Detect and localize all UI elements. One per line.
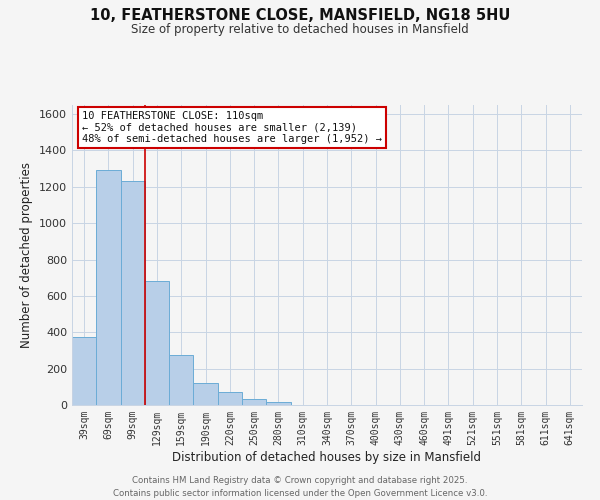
Bar: [145, 282, 169, 405]
Bar: [242, 398, 266, 405]
Y-axis label: Number of detached properties: Number of detached properties: [20, 162, 34, 348]
Bar: [96, 170, 121, 405]
Text: 10 FEATHERSTONE CLOSE: 110sqm
← 52% of detached houses are smaller (2,139)
48% o: 10 FEATHERSTONE CLOSE: 110sqm ← 52% of d…: [82, 111, 382, 144]
X-axis label: Distribution of detached houses by size in Mansfield: Distribution of detached houses by size …: [173, 450, 482, 464]
Bar: [218, 392, 242, 405]
Text: Size of property relative to detached houses in Mansfield: Size of property relative to detached ho…: [131, 22, 469, 36]
Text: 10, FEATHERSTONE CLOSE, MANSFIELD, NG18 5HU: 10, FEATHERSTONE CLOSE, MANSFIELD, NG18 …: [90, 8, 510, 22]
Text: Contains HM Land Registry data © Crown copyright and database right 2025.
Contai: Contains HM Land Registry data © Crown c…: [113, 476, 487, 498]
Bar: [72, 337, 96, 405]
Bar: [193, 383, 218, 405]
Bar: [169, 355, 193, 405]
Bar: [266, 402, 290, 405]
Bar: [121, 182, 145, 405]
